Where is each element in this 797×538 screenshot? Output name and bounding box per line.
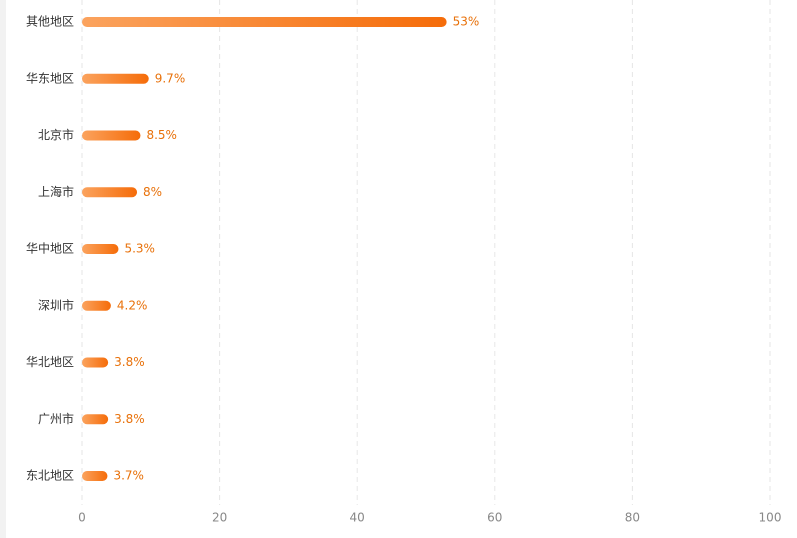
value-label: 53% [453, 15, 480, 29]
bar [82, 300, 111, 311]
left-edge [0, 0, 6, 538]
x-tick-label: 40 [350, 511, 365, 525]
bar [82, 471, 108, 481]
x-tick-label: 0 [78, 511, 86, 525]
bar [82, 130, 141, 141]
bar [82, 17, 447, 27]
bar [82, 244, 119, 254]
value-label: 5.3% [124, 242, 154, 256]
value-label: 3.7% [113, 469, 143, 483]
y-tick-label: 其他地区 [26, 15, 74, 29]
value-label: 8.5% [146, 128, 177, 142]
y-tick-label: 上海市 [38, 184, 74, 199]
value-label: 4.2% [117, 298, 147, 312]
x-tick-label: 100 [759, 511, 782, 525]
y-tick-label: 华中地区 [26, 241, 74, 256]
value-label: 8% [143, 185, 162, 199]
value-label: 3.8% [114, 355, 145, 369]
y-tick-label: 深圳市 [38, 297, 74, 312]
x-tick-label: 60 [487, 511, 502, 525]
value-label: 3.8% [114, 412, 145, 426]
x-tick-label: 80 [625, 511, 640, 525]
bar [82, 357, 109, 368]
bar [82, 73, 149, 84]
bar [82, 187, 138, 198]
y-tick-label: 华北地区 [26, 355, 74, 369]
bar [82, 414, 109, 425]
y-tick-label: 东北地区 [26, 469, 74, 483]
y-tick-label: 广州市 [38, 411, 74, 426]
x-tick-label: 20 [212, 511, 227, 525]
y-tick-label: 北京市 [38, 127, 74, 142]
y-tick-label: 华东地区 [26, 71, 74, 85]
value-label: 9.7% [155, 71, 186, 85]
